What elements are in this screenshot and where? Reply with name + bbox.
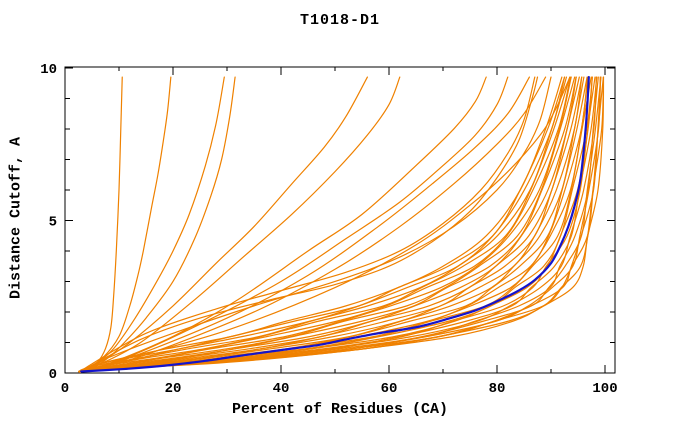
svg-text:60: 60	[381, 381, 398, 397]
tick-labels: 0 20 40 60 80 100 0 5 10	[40, 62, 617, 397]
svg-text:10: 10	[40, 62, 57, 78]
svg-text:5: 5	[49, 214, 57, 230]
chart-title: T1018-D1	[299, 12, 380, 29]
svg-text:20: 20	[165, 381, 182, 397]
svg-text:40: 40	[273, 381, 290, 397]
highlighted-model-curve	[80, 75, 590, 373]
x-axis-label: Percent of Residues (CA)	[231, 401, 449, 418]
model-curve-bundle	[78, 76, 605, 373]
svg-text:0: 0	[61, 381, 69, 397]
svg-text:0: 0	[49, 367, 57, 383]
axes	[64, 66, 616, 374]
outlier-model-curves	[80, 76, 571, 373]
svg-text:100: 100	[592, 381, 617, 397]
svg-text:80: 80	[489, 381, 506, 397]
